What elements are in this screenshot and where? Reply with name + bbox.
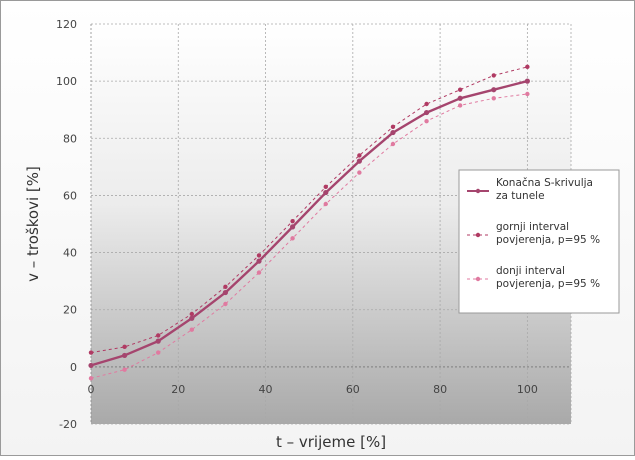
legend-swatch-marker-1 [475,232,481,238]
series-0-point-0 [88,362,94,369]
series-1-point-11 [457,87,463,92]
series-2-line [90,93,528,379]
x-axis-label: t – vrijeme [%] [276,433,386,451]
series-0-point-11 [457,95,463,101]
series-2-point-10 [424,118,429,124]
series-1-point-4 [223,284,228,290]
series-1-point-7 [323,184,328,190]
series-2-point-5 [256,270,262,275]
series-2-point-6 [290,236,295,241]
series-1-point-12 [491,73,496,78]
series-0-point-8 [356,158,362,164]
x-tick-label-4: 80 [433,383,447,396]
series-1-point-1 [122,344,127,350]
series-1-point-6 [290,218,295,224]
y-tick-label-6: 100 [56,75,77,88]
y-axis-label: v – troškovi [%] [24,166,42,282]
y-tick-label-3: 40 [63,247,77,260]
legend-swatch-marker-2 [475,276,481,282]
series-1-point-5 [256,253,262,258]
series-2-point-7 [323,201,328,207]
series-1-point-13 [525,64,530,70]
legend-label-1: gornji interval povjerenja, p=95 % [496,221,600,246]
series-2-point-12 [491,96,496,101]
series-0-point-3 [189,315,195,321]
series-1-point-8 [357,153,362,158]
series-0-point-4 [222,289,228,296]
series-2-point-8 [357,170,362,175]
series-0-point-1 [122,352,128,359]
series-0-point-9 [390,129,396,136]
y-tick-label-5: 80 [63,132,77,145]
series-2-point-13 [525,91,530,97]
series-2-point-0 [88,376,94,381]
legend-swatch-marker-0 [475,188,481,194]
y-tick-label-0: -20 [59,418,77,431]
series-1-point-2 [156,333,161,338]
x-tick-label-3: 60 [346,383,360,396]
legend-label-2: donji interval povjerenja, p=95 % [496,265,600,290]
series-2-point-1 [122,367,127,372]
series-2-point-4 [223,301,228,307]
series-2-point-2 [156,350,161,355]
series-0-point-12 [491,87,497,93]
series-0-point-2 [155,338,161,344]
x-tick-label-5: 100 [517,383,538,396]
y-tick-label-4: 60 [63,189,77,202]
y-tick-label-1: 0 [70,361,77,374]
series-0-point-13 [524,78,530,84]
x-tick-label-2: 40 [259,383,273,396]
x-tick-label-0: 0 [88,383,95,396]
y-tick-label-2: 20 [63,304,77,317]
legend-label-0: Konačna S-krivulja za tunele [496,177,593,202]
legend: Konačna S-krivulja za tunele gornji interv… [458,169,620,314]
series-0-point-7 [323,189,329,196]
series-0-line [90,79,528,367]
series-1-line [90,66,528,354]
series-1-point-3 [189,311,194,317]
series-2-point-3 [189,327,194,332]
y-tick-label-7: 120 [56,18,77,31]
series-2-point-9 [390,141,396,147]
series-1-point-10 [424,101,429,107]
series-1-point-0 [88,350,94,355]
legend-box [458,169,620,314]
series-0-point-5 [256,258,262,264]
series-2-point-11 [457,103,463,108]
series-0-point-10 [423,109,430,116]
series-0-point-6 [290,224,296,230]
series-1-point-9 [390,124,396,130]
x-tick-label-1: 20 [171,383,185,396]
